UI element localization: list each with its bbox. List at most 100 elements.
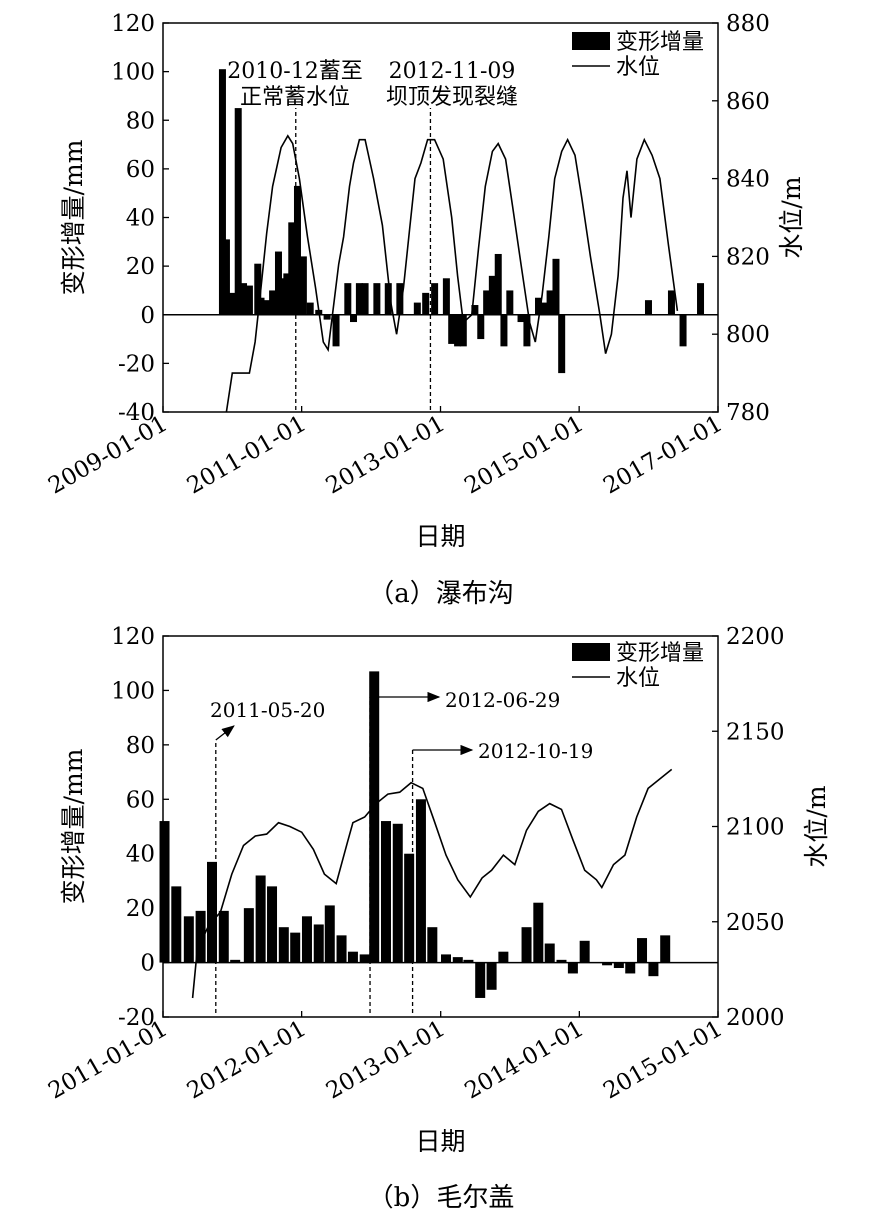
deformation-bar <box>613 962 624 969</box>
y-left-tick-label: 40 <box>126 206 155 232</box>
deformation-bar <box>392 823 403 963</box>
deformation-bar <box>279 278 287 315</box>
deformation-bar <box>625 962 636 974</box>
deformation-bar <box>396 283 404 315</box>
y-left-tick-label: 60 <box>126 157 155 183</box>
y-left-tick-label: 0 <box>140 951 155 977</box>
deformation-bar <box>442 278 450 315</box>
deformation-bar <box>471 305 479 315</box>
deformation-bar <box>454 314 462 347</box>
deformation-bar <box>195 910 206 963</box>
deformation-bar <box>506 290 514 315</box>
deformation-bar <box>540 302 548 315</box>
water-level-line <box>225 134 679 413</box>
water-level-line <box>191 768 673 999</box>
x-tick-label: 2014-01-01 <box>461 1016 589 1105</box>
deformation-bar <box>500 314 508 347</box>
deformation-bar <box>369 671 380 963</box>
deformation-bar <box>336 935 347 963</box>
y-right-tick-label: 860 <box>726 89 770 115</box>
deformation-bar <box>218 69 226 315</box>
deformation-bar <box>517 314 525 323</box>
deformation-bar <box>269 290 277 315</box>
deformation-bar <box>332 314 340 347</box>
deformation-bar <box>323 314 331 320</box>
deformation-bar <box>228 292 236 315</box>
y-left-tick-label: 100 <box>111 678 155 704</box>
legend-bar-swatch <box>572 32 610 50</box>
annotation-arrow <box>215 725 235 741</box>
y-left-tick-label: 20 <box>126 254 155 280</box>
y-left-axis-label: 变形增量/mm <box>59 139 88 295</box>
y-right-tick-label: 780 <box>726 400 770 426</box>
x-tick-label: 2017-01-01 <box>599 411 727 500</box>
y-right-tick-label: 2050 <box>726 910 785 936</box>
deformation-bar <box>240 283 248 315</box>
deformation-bar <box>475 962 486 998</box>
annotation-label: 2010-12蓄至 <box>227 59 362 84</box>
deformation-bar <box>324 905 335 963</box>
deformation-bar <box>521 927 532 963</box>
y-left-tick-label: 20 <box>126 896 155 922</box>
y-left-tick-label: 120 <box>111 624 155 650</box>
deformation-bar <box>556 959 567 963</box>
x-tick-label: 2013-01-01 <box>322 1016 450 1105</box>
x-tick-label: 2009-01-01 <box>44 411 172 500</box>
y-left-tick-label: -20 <box>118 1005 155 1031</box>
y-left-axis-label: 变形增量/mm <box>59 748 88 904</box>
deformation-bar <box>644 300 652 315</box>
caption-a: （a）瀑布沟 <box>368 579 514 609</box>
deformation-bar <box>278 927 289 963</box>
y-right-tick-label: 2150 <box>726 719 785 745</box>
x-tick-label: 2011-01-01 <box>44 1016 172 1105</box>
deformation-bar <box>427 927 438 963</box>
deformation-bar <box>660 935 671 963</box>
x-tick-label: 2012-01-01 <box>183 1016 311 1105</box>
y-left-tick-label: 100 <box>111 60 155 86</box>
deformation-bar <box>483 290 491 315</box>
deformation-bar <box>283 273 291 315</box>
deformation-bar <box>255 875 266 963</box>
deformation-bar <box>183 916 194 963</box>
deformation-bar <box>313 924 324 963</box>
deformation-bar <box>679 314 687 347</box>
deformation-bar <box>306 302 314 315</box>
deformation-bar <box>422 292 430 315</box>
deformation-bar <box>535 297 543 315</box>
deformation-bar <box>207 861 218 963</box>
annotation-label: 2012-06-29 <box>445 688 560 712</box>
deformation-bar <box>413 302 421 315</box>
deformation-bar <box>552 258 560 315</box>
deformation-bar <box>431 283 439 315</box>
legend-bar-label: 变形增量 <box>616 641 704 666</box>
x-tick-label: 2011-01-01 <box>183 411 311 500</box>
annotation-label: 坝顶发现裂缝 <box>386 85 518 110</box>
deformation-bar <box>544 943 555 963</box>
deformation-bar <box>404 853 415 963</box>
deformation-bar <box>344 283 352 315</box>
deformation-bar <box>533 902 544 963</box>
annotation-label: 2012-10-19 <box>478 739 593 763</box>
y-left-tick-label: 0 <box>140 303 155 329</box>
legend-line-label: 水位 <box>616 666 660 691</box>
annotation-label: 2012-11-09 <box>389 59 516 84</box>
deformation-bar <box>463 959 474 963</box>
x-axis-label: 日期 <box>415 522 465 551</box>
deformation-bar <box>299 256 307 315</box>
y-left-tick-label: 80 <box>126 108 155 134</box>
x-tick-label: 2015-01-01 <box>460 411 588 500</box>
deformation-bar <box>477 314 485 340</box>
deformation-bar <box>441 954 452 963</box>
deformation-bar <box>448 314 456 344</box>
y-right-tick-label: 800 <box>726 322 770 348</box>
annotation-label: 正常蓄水位 <box>240 85 350 110</box>
deformation-bar <box>459 314 467 347</box>
deformation-bar <box>234 108 242 315</box>
y-left-tick-label: -40 <box>118 400 155 426</box>
deformation-bar <box>498 951 509 963</box>
deformation-bar <box>361 283 369 315</box>
y-right-tick-label: 2000 <box>726 1005 785 1031</box>
y-left-tick-label: 60 <box>126 787 155 813</box>
deformation-bar <box>267 886 278 963</box>
